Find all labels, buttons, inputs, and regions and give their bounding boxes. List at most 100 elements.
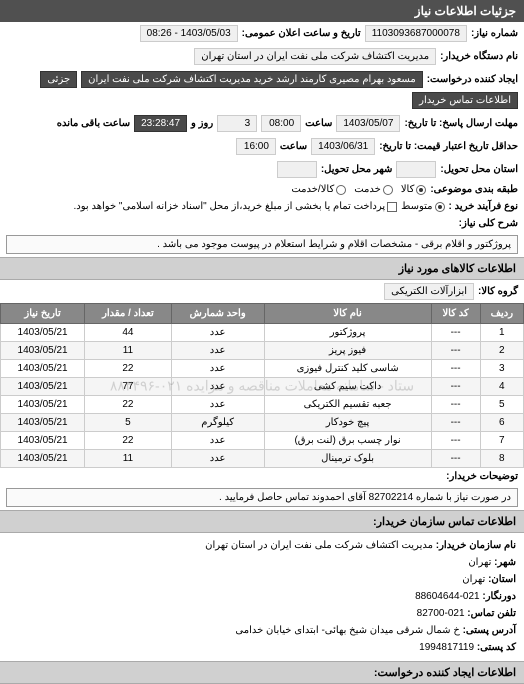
contact-buyer-button[interactable]: اطلاعات تماس خریدار xyxy=(412,92,518,109)
table-row[interactable]: 3---شاسی کلید کنترل فیوزیعدد221403/05/21 xyxy=(1,360,524,378)
items-table: ردیفکد کالانام کالاواحد شمارشتعداد / مقد… xyxy=(0,303,524,468)
row-deadline: مهلت ارسال پاسخ: تا تاریخ: 1403/05/07 سا… xyxy=(0,112,524,135)
table-cell: --- xyxy=(431,324,480,342)
table-cell: --- xyxy=(431,378,480,396)
table-cell: 5 xyxy=(480,396,523,414)
city-value xyxy=(277,161,317,178)
remaining-label: ساعت باقی مانده xyxy=(57,118,130,129)
table-cell: --- xyxy=(431,432,480,450)
row-delivery: استان محل تحویل: شهر محل تحویل: xyxy=(0,158,524,181)
table-row[interactable]: 5---جعبه تقسیم الکتریکیعدد221403/05/21 xyxy=(1,396,524,414)
table-cell: کیلوگرم xyxy=(171,414,264,432)
radio-icon xyxy=(435,202,445,212)
row-buyer-note: توضیحات خریدار: xyxy=(0,468,524,485)
announce-value: 1403/05/03 - 08:26 xyxy=(140,25,238,42)
table-cell: 3 xyxy=(480,360,523,378)
items-table-wrap: ستاد - سامانه معاملات مناقصه و مزایده ۰۲… xyxy=(0,303,524,468)
table-cell: عدد xyxy=(171,378,264,396)
city-label: شهر محل تحویل: xyxy=(321,164,393,175)
table-cell: 11 xyxy=(85,342,172,360)
table-header: تعداد / مقدار xyxy=(85,304,172,324)
detail-button[interactable]: جزئی xyxy=(40,71,77,88)
phone-value: 021-82700 xyxy=(417,608,465,619)
table-cell: 6 xyxy=(480,414,523,432)
items-section-header: اطلاعات کالاهای مورد نیاز xyxy=(0,257,524,280)
buyer-note-label: توضیحات خریدار: xyxy=(446,471,518,482)
table-cell: 11 xyxy=(85,450,172,468)
table-cell: 22 xyxy=(85,432,172,450)
pkg-service-radio[interactable]: خدمت xyxy=(354,184,393,195)
table-header: تاریخ نیاز xyxy=(1,304,85,324)
row-desc: شرح کلی نیاز: xyxy=(0,215,524,232)
table-cell: فیوز پریز xyxy=(264,342,431,360)
table-cell: --- xyxy=(431,414,480,432)
table-cell: 77 xyxy=(85,378,172,396)
table-cell: 1 xyxy=(480,324,523,342)
postal-value: 1994817119 xyxy=(419,642,474,653)
table-cell: نوار چسب برق (لنت برق) xyxy=(264,432,431,450)
validity-time: 16:00 xyxy=(236,138,276,155)
contact-section: نام سازمان خریدار: مدیریت اکتشاف شرکت مل… xyxy=(0,533,524,661)
postal-label: کد پستی: xyxy=(477,642,516,653)
table-header: واحد شمارش xyxy=(171,304,264,324)
days-label: روز و xyxy=(191,118,213,129)
table-row[interactable]: 1---پروژکتورعدد441403/05/21 xyxy=(1,324,524,342)
table-cell: عدد xyxy=(171,432,264,450)
table-row[interactable]: 6---پیچ خودکارکیلوگرم51403/05/21 xyxy=(1,414,524,432)
table-cell: 1403/05/21 xyxy=(1,450,85,468)
validity-date: 1403/06/31 xyxy=(311,138,375,155)
table-row[interactable]: 7---نوار چسب برق (لنت برق)عدد221403/05/2… xyxy=(1,432,524,450)
contact-section-header: اطلاعات تماس سازمان خریدار: xyxy=(0,510,524,533)
table-cell: عدد xyxy=(171,450,264,468)
creator-section-header: اطلاعات ایجاد کننده درخواست: xyxy=(0,661,524,684)
table-cell: 1403/05/21 xyxy=(1,396,85,414)
org-label: نام سازمان خریدار: xyxy=(436,540,516,551)
radio-icon xyxy=(383,185,393,195)
requester-value: مسعود بهرام مصیری کارمند ارشد خرید مدیری… xyxy=(81,71,423,88)
process-mid-radio[interactable]: متوسط xyxy=(401,201,444,212)
fax-label: دورنگار: xyxy=(482,591,516,602)
table-cell: 1403/05/21 xyxy=(1,432,85,450)
page-header: جزئیات اطلاعات نیاز xyxy=(0,0,524,22)
delivery-loc-label: استان محل تحویل: xyxy=(440,164,518,175)
row-pkg: طبقه بندی موضوعی: کالا خدمت کالا/خدمت xyxy=(0,181,524,198)
pkg-both-radio[interactable]: کالا/خدمت xyxy=(291,184,346,195)
time-label-1: ساعت xyxy=(305,118,332,129)
days-value: 3 xyxy=(217,115,257,132)
table-header: ردیف xyxy=(480,304,523,324)
table-row[interactable]: 4---داکت سیم کشیعدد771403/05/21 xyxy=(1,378,524,396)
req-number-value: 1103093687000078 xyxy=(365,25,467,42)
table-cell: 7 xyxy=(480,432,523,450)
validity-label: حداقل تاریخ اعتبار قیمت: تا تاریخ: xyxy=(379,141,518,152)
radio-icon xyxy=(416,185,426,195)
table-cell: عدد xyxy=(171,342,264,360)
table-cell: پیچ خودکار xyxy=(264,414,431,432)
table-row[interactable]: 8---بلوک ترمینالعدد111403/05/21 xyxy=(1,450,524,468)
table-cell: جعبه تقسیم الکتریکی xyxy=(264,396,431,414)
address-label: آدرس پستی: xyxy=(463,625,516,636)
table-cell: 8 xyxy=(480,450,523,468)
process-note-check[interactable]: پرداخت تمام یا بخشی از مبلغ خرید،از محل … xyxy=(74,201,398,212)
contact-city: تهران xyxy=(468,557,491,568)
table-cell: بلوک ترمینال xyxy=(264,450,431,468)
requester-label: ایجاد کننده درخواست: xyxy=(427,74,518,85)
pkg-kala-radio[interactable]: کالا xyxy=(401,184,427,195)
deadline-time: 08:00 xyxy=(261,115,301,132)
radio-icon xyxy=(336,185,346,195)
table-cell: --- xyxy=(431,396,480,414)
table-cell: 1403/05/21 xyxy=(1,342,85,360)
desc-value: پروژکتور و اقلام برقی - مشخصات اقلام و ش… xyxy=(6,235,518,254)
buyer-org-label: نام دستگاه خریدار: xyxy=(440,51,518,62)
table-row[interactable]: 2---فیوز پریزعدد111403/05/21 xyxy=(1,342,524,360)
table-cell: 1403/05/21 xyxy=(1,378,85,396)
row-process: نوع فرآیند خرید : متوسط پرداخت تمام یا ب… xyxy=(0,198,524,215)
pkg-radio-group: کالا خدمت کالا/خدمت xyxy=(291,184,426,195)
row-requester: ایجاد کننده درخواست: مسعود بهرام مصیری ک… xyxy=(0,68,524,112)
process-label: نوع فرآیند خرید : xyxy=(449,201,518,212)
fax-value: 021-88604644 xyxy=(415,591,480,602)
pkg-label: طبقه بندی موضوعی: xyxy=(430,184,518,195)
row-validity: حداقل تاریخ اعتبار قیمت: تا تاریخ: 1403/… xyxy=(0,135,524,158)
org-value: مدیریت اکتشاف شرکت ملی نفت ایران در استا… xyxy=(205,540,433,551)
phone-label: تلفن تماس: xyxy=(467,608,516,619)
row-req-number: شماره نیاز: 1103093687000078 تاریخ و ساع… xyxy=(0,22,524,45)
